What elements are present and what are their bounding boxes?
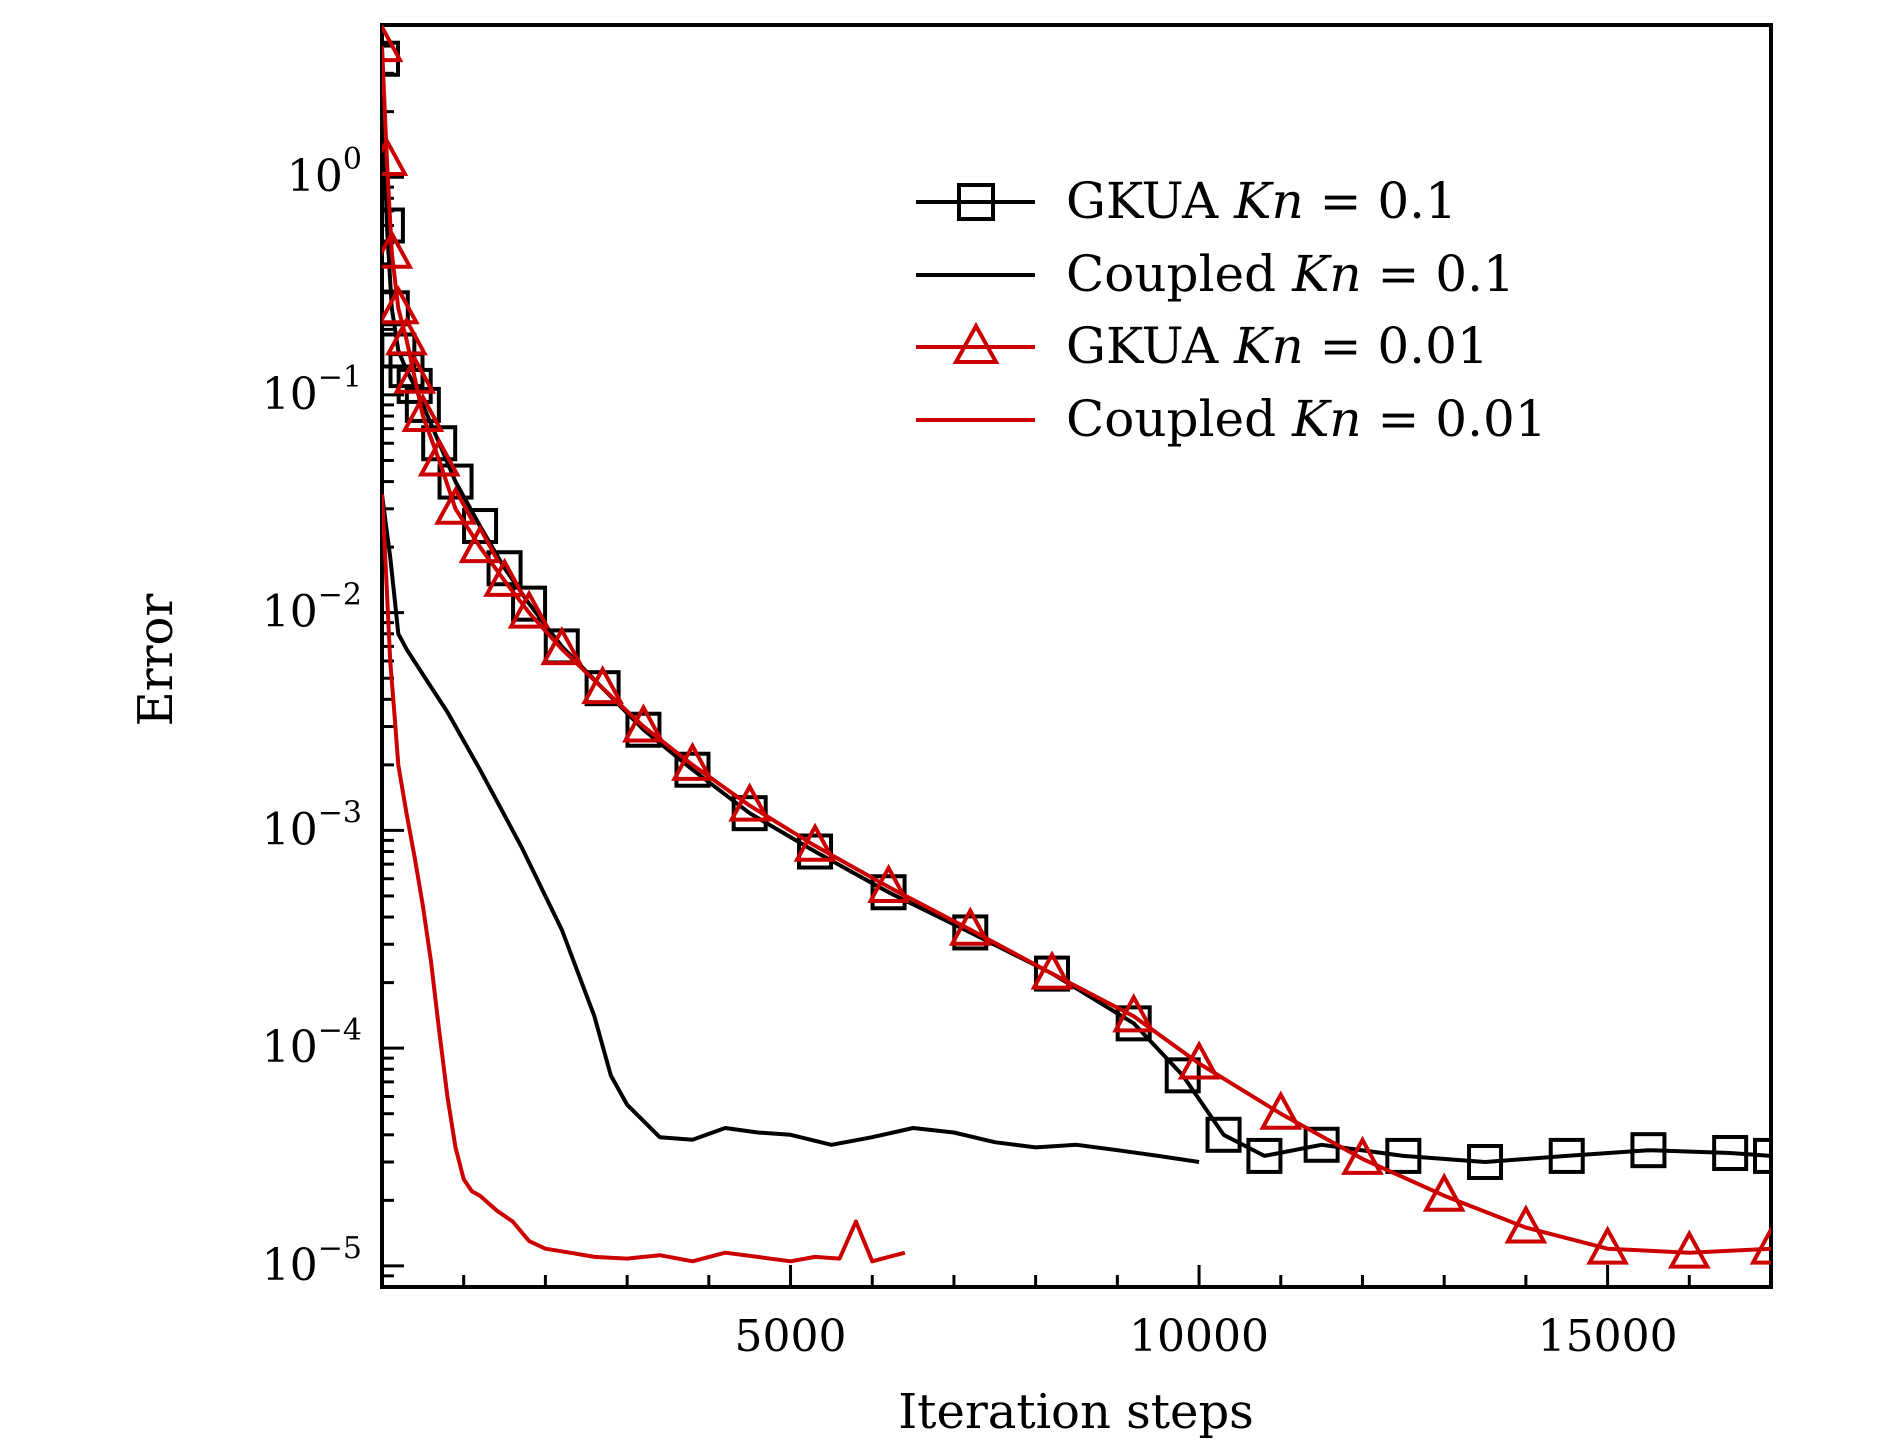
- data-point-triangle: [1749, 1225, 1771, 1265]
- data-point-triangle: [1177, 1040, 1221, 1080]
- data-point-square: [797, 833, 834, 870]
- data-point-triangle: [507, 589, 551, 629]
- y-tick-label: 10−5: [262, 1231, 362, 1291]
- data-point-square: [674, 751, 711, 788]
- data-point-square: [952, 914, 989, 951]
- data-point-triangle: [458, 523, 502, 564]
- data-point-square: [511, 585, 548, 622]
- data-point-triangle: [417, 437, 461, 477]
- data-point-triangle: [1586, 1225, 1629, 1265]
- legend-label-gkua-kn-0-01: GKUA Kn = 0.01: [1066, 317, 1489, 375]
- data-point-square: [1630, 1132, 1667, 1169]
- legend-marker-square: [957, 183, 995, 221]
- data-point-triangle: [793, 822, 837, 862]
- data-point-triangle: [948, 906, 992, 946]
- y-tick-label: 10−3: [262, 795, 362, 855]
- data-point-square: [1205, 1116, 1242, 1153]
- legend-item-gkua-kn-0-1: GKUA Kn = 0.1: [916, 172, 1457, 230]
- data-point-triangle: [540, 625, 584, 666]
- series-gkua-kn-0-01: [382, 25, 1771, 1269]
- data-point-triangle: [1030, 950, 1074, 990]
- data-point-triangle: [385, 316, 428, 356]
- data-point-triangle: [622, 703, 665, 743]
- legend: GKUA Kn = 0.1 Coupled Kn = 0.1 GKUA Kn =…: [916, 172, 1547, 448]
- data-point-triangle: [483, 557, 526, 597]
- data-point-square: [1467, 1144, 1504, 1181]
- y-tick-label: 100: [287, 142, 362, 202]
- x-tick-label: 5000: [735, 1311, 847, 1362]
- data-point-square: [1385, 1137, 1422, 1174]
- data-point-triangle: [867, 863, 910, 903]
- legend-label-coupled-kn-0-1: Coupled Kn = 0.1: [1066, 245, 1515, 303]
- series-coupled-kn-0-01: [382, 494, 906, 1264]
- data-point-square: [1753, 1137, 1771, 1174]
- data-point-triangle: [401, 392, 445, 433]
- data-point-triangle: [382, 136, 409, 176]
- y-tick-label: 10−1: [262, 360, 362, 420]
- data-point-triangle: [434, 485, 477, 525]
- legend-marker-triangle: [952, 321, 1000, 364]
- y-tick-label: 10−4: [262, 1013, 362, 1073]
- data-point-triangle: [1112, 993, 1156, 1033]
- data-point-triangle: [671, 741, 714, 781]
- series-coupled-kn-0-1: [382, 493, 1200, 1164]
- data-point-square: [437, 463, 474, 500]
- data-point-triangle: [382, 25, 404, 63]
- legend-label-gkua-kn-0-1: GKUA Kn = 0.1: [1066, 172, 1457, 230]
- data-point-square: [870, 874, 907, 911]
- data-point-triangle: [382, 229, 414, 269]
- data-point-square: [1548, 1137, 1585, 1174]
- data-point-triangle: [1422, 1172, 1466, 1212]
- data-point-square: [1246, 1137, 1283, 1174]
- x-tick-label: 15000: [1538, 1311, 1678, 1362]
- data-point-triangle: [1341, 1135, 1384, 1175]
- legend-item-coupled-kn-0-1: Coupled Kn = 0.1: [916, 245, 1515, 303]
- data-point-triangle: [382, 285, 420, 325]
- data-point-triangle: [1504, 1204, 1548, 1244]
- data-point-triangle: [1259, 1090, 1303, 1130]
- legend-label-coupled-kn-0-01: Coupled Kn = 0.01: [1066, 390, 1547, 448]
- y-axis-title: Error: [128, 594, 184, 727]
- ticks-layer: 5000 10000 15000 100 10−1 10−2 10−3 10−4 10−5: [262, 23, 1691, 1362]
- series-line-coupled-kn-0-1: [382, 493, 1200, 1164]
- data-point-triangle: [393, 354, 437, 394]
- data-point-triangle: [581, 665, 624, 705]
- y-tick-label: 10−2: [262, 578, 362, 638]
- data-point-square: [1712, 1134, 1749, 1171]
- legend-item-gkua-kn-0-01: GKUA Kn = 0.01: [916, 317, 1489, 375]
- data-point-triangle: [1667, 1229, 1711, 1269]
- data-point-square: [625, 711, 662, 748]
- data-point-square: [486, 550, 523, 587]
- data-point-square: [462, 508, 499, 545]
- plot-frame: [380, 23, 1773, 1289]
- series-layer: [382, 25, 1771, 1269]
- series-line-coupled-kn-0-01: [382, 494, 906, 1264]
- x-axis-title: Iteration steps: [898, 1384, 1254, 1440]
- data-point-triangle: [728, 782, 772, 822]
- data-point-square: [1164, 1057, 1201, 1094]
- x-tick-label: 10000: [1129, 1311, 1269, 1362]
- legend-item-coupled-kn-0-01: Coupled Kn = 0.01: [916, 390, 1547, 448]
